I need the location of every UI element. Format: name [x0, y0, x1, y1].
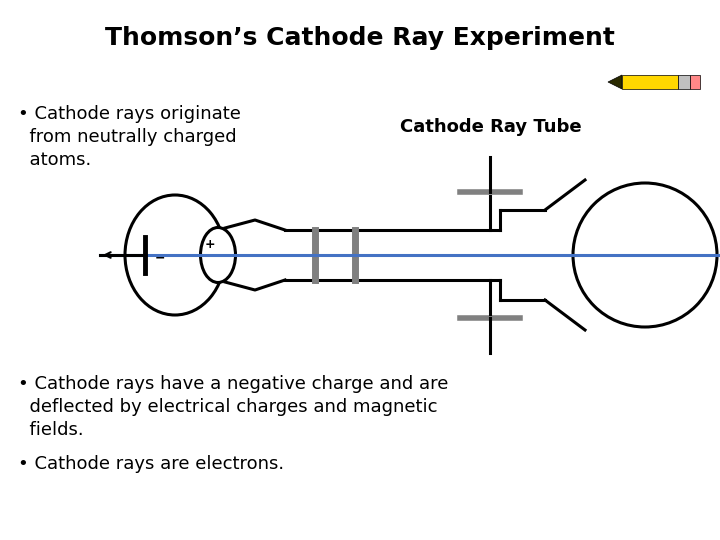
Bar — [690, 75, 700, 89]
Bar — [678, 75, 690, 89]
Text: Cathode Ray Tube: Cathode Ray Tube — [400, 118, 582, 136]
Text: atoms.: atoms. — [18, 151, 91, 169]
Text: fields.: fields. — [18, 421, 84, 439]
Circle shape — [573, 183, 717, 327]
Text: • Cathode rays originate: • Cathode rays originate — [18, 105, 241, 123]
Text: Thomson’s Cathode Ray Experiment: Thomson’s Cathode Ray Experiment — [105, 26, 615, 50]
Text: • Cathode rays are electrons.: • Cathode rays are electrons. — [18, 455, 284, 473]
Ellipse shape — [200, 227, 235, 282]
Text: deflected by electrical charges and magnetic: deflected by electrical charges and magn… — [18, 398, 438, 416]
Ellipse shape — [125, 195, 225, 315]
Bar — [622, 75, 678, 89]
Text: +: + — [204, 239, 215, 252]
Polygon shape — [608, 75, 622, 89]
Text: −: − — [155, 252, 166, 265]
Text: from neutrally charged: from neutrally charged — [18, 128, 237, 146]
Text: • Cathode rays have a negative charge and are: • Cathode rays have a negative charge an… — [18, 375, 449, 393]
